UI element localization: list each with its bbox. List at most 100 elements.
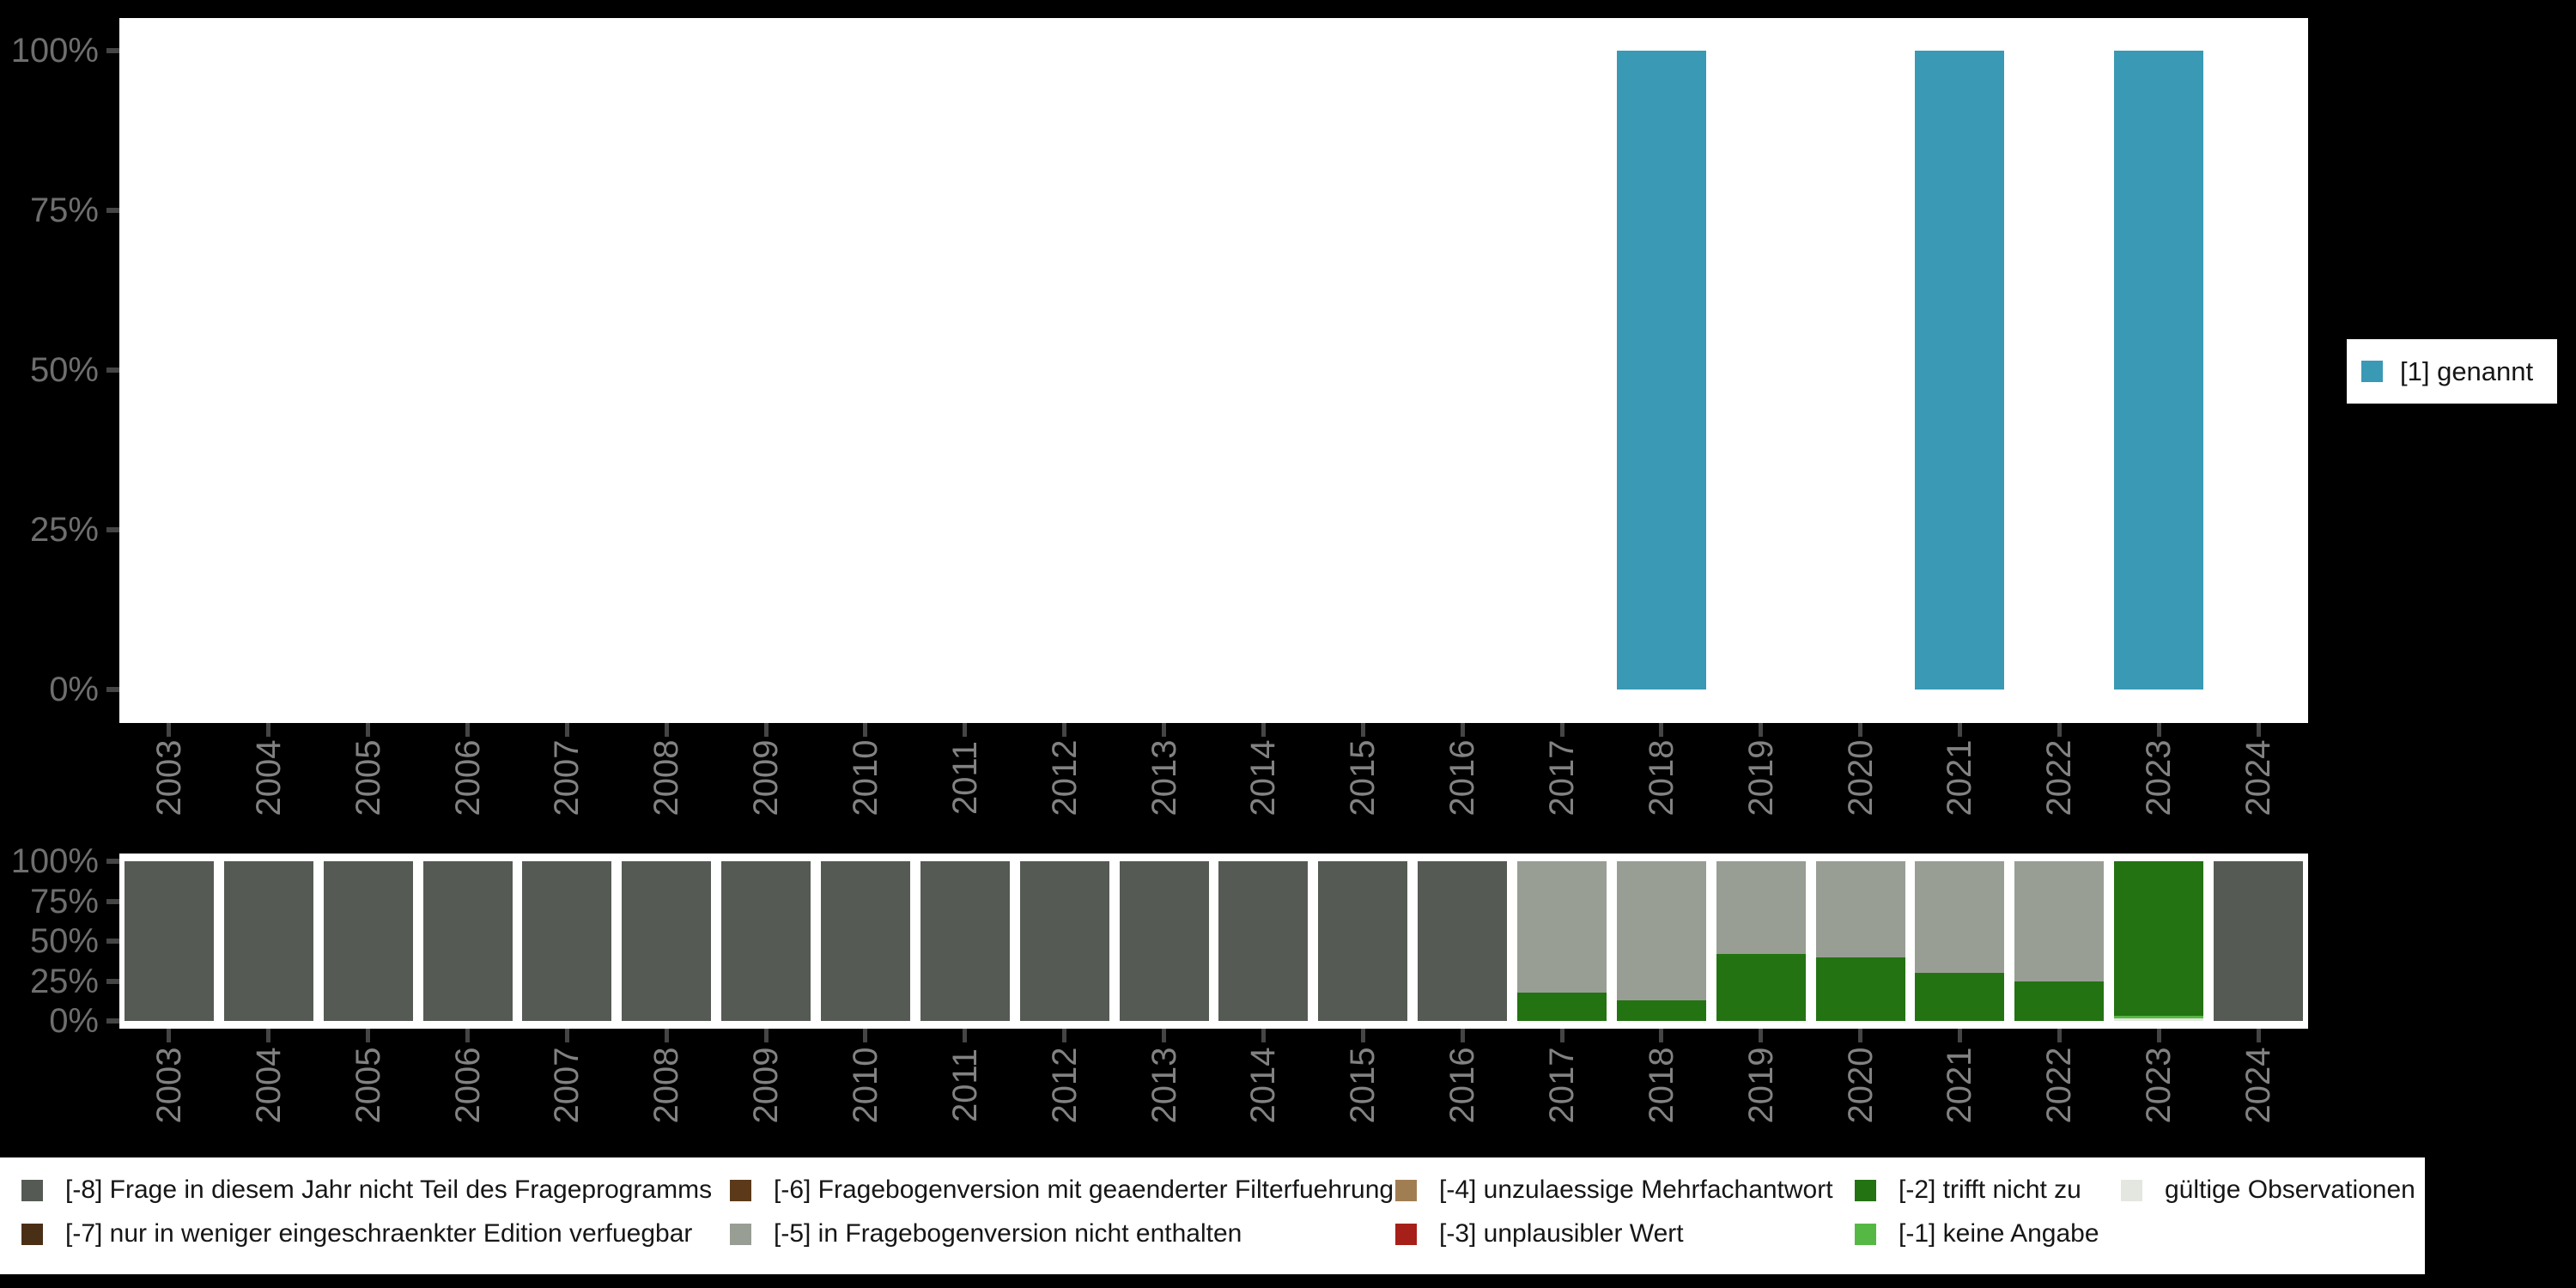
bottom-chart-y-tick-50 bbox=[106, 939, 119, 944]
legend-label-minus2: [-2] trifft nicht zu bbox=[1899, 1176, 2081, 1204]
legend-label-valid: gültige Observationen bbox=[2165, 1176, 2415, 1204]
segment-2022-m2 bbox=[2014, 981, 2105, 1021]
bar-2023-missings bbox=[2114, 861, 2204, 1021]
legend-label-minus6: [-6] Fragebogenversion mit geaenderter F… bbox=[774, 1176, 1394, 1204]
bar-2023-genannt bbox=[2114, 51, 2204, 690]
legend-item-minus4: [-4] unzulaessige Mehrfachantwort bbox=[1395, 1176, 1855, 1204]
top-chart-y-tick-0 bbox=[106, 687, 119, 692]
bottom-chart-x-tick-2012 bbox=[1062, 1029, 1067, 1042]
bottom-chart-x-tick-2022 bbox=[2057, 1029, 2062, 1042]
top-chart-x-label-2011: 2011 bbox=[945, 741, 984, 816]
segment-2018-m2 bbox=[1616, 999, 1706, 1021]
bar-2007-missings bbox=[522, 861, 612, 1021]
bottom-chart-x-tick-2019 bbox=[1759, 1029, 1764, 1042]
bottom-chart-x-tick-2024 bbox=[2256, 1029, 2261, 1042]
bottom-chart-x-label-2008: 2008 bbox=[647, 1047, 686, 1124]
bottom-chart-x-label-2023: 2023 bbox=[2140, 1047, 2178, 1124]
bottom-chart-x-label-2017: 2017 bbox=[1543, 1047, 1582, 1124]
top-chart-x-tick-2011 bbox=[963, 723, 968, 737]
bottom-chart-x-tick-2014 bbox=[1261, 1029, 1266, 1042]
bottom-chart-x-tick-2011 bbox=[963, 1029, 968, 1042]
bottom-chart-x-label-2012: 2012 bbox=[1045, 1047, 1084, 1124]
missing-legend: [-8] Frage in diesem Jahr nicht Teil des… bbox=[0, 1157, 2425, 1274]
bottom-chart-x-tick-2015 bbox=[1360, 1029, 1365, 1042]
top-chart-y-label-100: 100% bbox=[10, 32, 99, 70]
bar-2016-missings bbox=[1418, 861, 1508, 1021]
top-chart-x-label-2023: 2023 bbox=[2140, 739, 2178, 817]
segment-2014-m8 bbox=[1218, 861, 1309, 1021]
top-chart-x-tick-2019 bbox=[1759, 723, 1764, 737]
top-chart-x-tick-2014 bbox=[1261, 723, 1266, 737]
bottom-chart-x-label-2019: 2019 bbox=[1741, 1047, 1780, 1124]
bottom-chart-x-tick-2017 bbox=[1559, 1029, 1564, 1042]
legend-label-minus3: [-3] unplausibler Wert bbox=[1439, 1219, 1684, 1248]
bottom-chart-y-tick-0 bbox=[106, 1018, 119, 1024]
color-swatch-minus5 bbox=[730, 1223, 751, 1245]
series-legend-label: [1] genannt bbox=[2400, 355, 2534, 386]
top-chart-x-label-2007: 2007 bbox=[548, 739, 586, 817]
segment-2007-m8 bbox=[522, 861, 612, 1021]
top-chart-x-label-2021: 2021 bbox=[1941, 739, 1979, 817]
color-swatch-valid bbox=[2121, 1179, 2142, 1201]
bottom-chart-x-label-2024: 2024 bbox=[2239, 1047, 2278, 1124]
legend-label-minus8: [-8] Frage in diesem Jahr nicht Teil des… bbox=[65, 1176, 713, 1204]
top-chart-x-tick-2005 bbox=[366, 723, 371, 737]
bar-2008-missings bbox=[622, 861, 712, 1021]
bar-2022-missings bbox=[2014, 861, 2105, 1021]
top-chart-x-tick-2009 bbox=[763, 723, 769, 737]
bar-2006-missings bbox=[422, 861, 513, 1021]
bottom-chart-x-label-2022: 2022 bbox=[2040, 1047, 2079, 1124]
legend-item-minus7: [-7] nur in weniger eingeschraenkter Edi… bbox=[21, 1219, 730, 1248]
segment-2010-m8 bbox=[820, 861, 910, 1021]
bottom-chart-x-label-2021: 2021 bbox=[1941, 1047, 1979, 1124]
top-chart-x-tick-2015 bbox=[1360, 723, 1365, 737]
segment-2009-m8 bbox=[721, 861, 811, 1021]
top-chart-y-label-0: 0% bbox=[49, 671, 99, 708]
segment-2024-m8 bbox=[2214, 861, 2304, 1021]
top-chart-y-label-75: 75% bbox=[29, 191, 99, 229]
top-chart-x-label-2014: 2014 bbox=[1244, 739, 1283, 817]
bottom-chart-x-label-2006: 2006 bbox=[448, 1047, 487, 1124]
segment-2022-m5 bbox=[2014, 861, 2105, 981]
top-chart-x-tick-2006 bbox=[465, 723, 471, 737]
top-chart-x-tick-2012 bbox=[1062, 723, 1067, 737]
series-legend: [1] genannt bbox=[2347, 339, 2557, 404]
bottom-chart-x-label-2005: 2005 bbox=[349, 1047, 387, 1124]
segment-2012-m8 bbox=[1019, 861, 1109, 1021]
segment-2016-m8 bbox=[1418, 861, 1508, 1021]
bottom-chart-x-tick-2004 bbox=[266, 1029, 271, 1042]
bottom-chart-x-tick-2005 bbox=[366, 1029, 371, 1042]
segment-2006-m8 bbox=[422, 861, 513, 1021]
segment-2023-m1 bbox=[2114, 1016, 2204, 1019]
segment-2019-m2 bbox=[1716, 953, 1806, 1021]
bar-2011-missings bbox=[920, 861, 1010, 1021]
top-chart-y-tick-50 bbox=[106, 368, 119, 373]
segment-2021-m5 bbox=[1915, 861, 2005, 974]
top-chart-y-tick-25 bbox=[106, 527, 119, 532]
top-chart-x-tick-2021 bbox=[1957, 723, 1962, 737]
bottom-chart-x-label-2009: 2009 bbox=[747, 1047, 786, 1124]
segment-2017-m5 bbox=[1517, 861, 1607, 993]
legend-item-minus6: [-6] Fragebogenversion mit geaenderter F… bbox=[730, 1176, 1395, 1204]
top-chart-x-label-2004: 2004 bbox=[249, 739, 288, 817]
top-chart-x-label-2008: 2008 bbox=[647, 739, 686, 817]
bottom-chart-x-tick-2016 bbox=[1460, 1029, 1465, 1042]
bottom-chart-x-label-2018: 2018 bbox=[1642, 1047, 1680, 1124]
segment-2023-valid bbox=[2114, 1018, 2204, 1021]
top-chart-x-tick-2003 bbox=[167, 723, 172, 737]
legend-label-minus4: [-4] unzulaessige Mehrfachantwort bbox=[1439, 1176, 1833, 1204]
segment-2008-m8 bbox=[622, 861, 712, 1021]
top-chart-x-label-2020: 2020 bbox=[1841, 739, 1880, 817]
top-chart-x-label-2006: 2006 bbox=[448, 739, 487, 817]
bottom-chart-x-tick-2018 bbox=[1659, 1029, 1664, 1042]
bar-2024-missings bbox=[2214, 861, 2304, 1021]
top-chart-x-tick-2013 bbox=[1162, 723, 1167, 737]
bottom-chart-y-label-100: 100% bbox=[10, 842, 99, 880]
bar-2009-missings bbox=[721, 861, 811, 1021]
legend-label-minus5: [-5] in Fragebogenversion nicht enthalte… bbox=[774, 1219, 1242, 1248]
bottom-chart-x-label-2010: 2010 bbox=[846, 1047, 884, 1124]
legend-item-minus2: [-2] trifft nicht zu bbox=[1855, 1176, 2121, 1204]
legend-item-minus8: [-8] Frage in diesem Jahr nicht Teil des… bbox=[21, 1176, 730, 1204]
legend-label-minus1: [-1] keine Angabe bbox=[1899, 1219, 2099, 1248]
